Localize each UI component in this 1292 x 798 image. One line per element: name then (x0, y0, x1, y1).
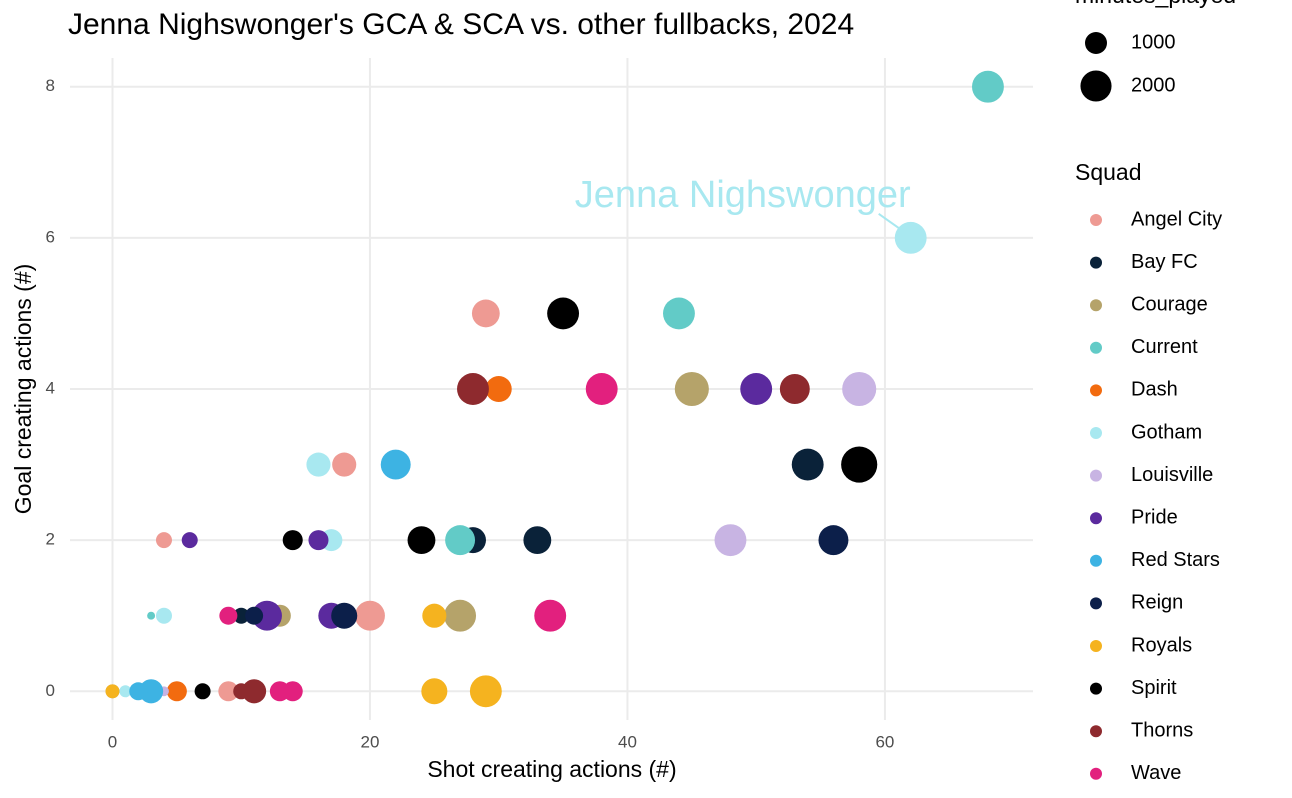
legend-label: Royals (1131, 634, 1192, 656)
size-legend-label: 2000 (1131, 74, 1176, 96)
point (791, 448, 824, 481)
legend-swatch (1090, 767, 1102, 780)
legend-swatch (1090, 554, 1102, 567)
point (233, 607, 250, 624)
legend-swatch (1090, 214, 1102, 226)
point (585, 373, 618, 405)
legend-label: Angel City (1131, 208, 1222, 230)
point (242, 679, 267, 704)
point (407, 526, 436, 555)
legend-label: Dash (1131, 379, 1178, 401)
point (194, 683, 211, 700)
legend-swatch (1090, 256, 1102, 269)
x-tick-label: 60 (875, 732, 894, 751)
legend-title: Squad (1075, 159, 1142, 185)
point (332, 452, 357, 477)
legend-label: Reign (1131, 592, 1183, 614)
legend-label: Courage (1131, 293, 1208, 315)
size-legend-title: minutes_played (1075, 0, 1236, 8)
chart-title: Jenna Nighswonger's GCA & SCA vs. other … (68, 8, 854, 41)
point (139, 679, 164, 704)
y-tick-label: 0 (46, 681, 55, 700)
point (331, 602, 358, 629)
point (245, 606, 264, 625)
legend-swatch (1090, 427, 1102, 439)
size-legend-swatch (1080, 70, 1112, 102)
point (674, 371, 709, 407)
point (779, 374, 810, 404)
point (444, 599, 477, 632)
point (894, 221, 927, 254)
size-legend-label: 1000 (1131, 31, 1176, 53)
point (166, 681, 187, 702)
legend-label: Bay FC (1131, 251, 1198, 273)
legend-swatch (1090, 725, 1102, 738)
legend-label: Current (1131, 336, 1198, 358)
point (308, 530, 329, 551)
legend-swatch (1090, 597, 1102, 610)
legend-swatch (1090, 384, 1102, 397)
point (421, 678, 448, 705)
point (119, 685, 132, 698)
x-axis-label: Shot creating actions (#) (427, 756, 676, 782)
x-tick-label: 20 (361, 732, 380, 751)
y-tick-label: 8 (46, 76, 55, 95)
legend-label: Pride (1131, 506, 1178, 528)
annotation-text: Jenna Nighswonger (575, 174, 911, 216)
y-tick-label: 2 (46, 530, 55, 549)
legend-swatch (1090, 512, 1102, 525)
legend-swatch (1090, 682, 1102, 695)
legend-label: Louisville (1131, 464, 1213, 486)
point (252, 600, 282, 631)
x-tick-label: 40 (618, 732, 637, 751)
y-tick-label: 4 (46, 378, 55, 397)
point (129, 682, 148, 701)
point (842, 371, 877, 407)
legend-swatch (1090, 640, 1102, 652)
legend-label: Gotham (1131, 421, 1202, 443)
point (181, 532, 198, 549)
point (485, 375, 512, 403)
point (219, 606, 238, 625)
point (233, 683, 250, 700)
legend-label: Red Stars (1131, 549, 1220, 571)
legend-swatch (1090, 299, 1102, 312)
point (282, 681, 303, 702)
point (282, 530, 303, 551)
point (155, 532, 172, 549)
point (155, 607, 172, 624)
point (523, 526, 552, 555)
x-tick-label: 0 (108, 732, 117, 751)
legend-label: Thorns (1131, 719, 1193, 741)
legend-label: Wave (1131, 762, 1181, 784)
point (818, 525, 849, 556)
legend-label: Spirit (1131, 677, 1177, 699)
size-legend-swatch (1085, 32, 1107, 54)
point (971, 70, 1004, 103)
point (534, 599, 567, 632)
point (714, 524, 747, 557)
point (471, 299, 500, 328)
point (422, 603, 447, 628)
point (380, 449, 411, 480)
y-tick-label: 6 (46, 227, 55, 246)
y-axis-label: Goal creating actions (#) (10, 264, 36, 515)
point (147, 611, 156, 620)
point (355, 600, 385, 631)
annotation-leader (878, 213, 904, 232)
point (218, 681, 239, 702)
point (306, 452, 331, 477)
legend-swatch (1090, 341, 1102, 354)
point (841, 446, 878, 483)
point (663, 297, 695, 330)
point (469, 675, 502, 708)
point (547, 297, 580, 330)
legend-swatch (1090, 469, 1102, 482)
point (740, 373, 773, 405)
point (105, 684, 120, 699)
point (457, 373, 489, 405)
point (445, 525, 476, 556)
